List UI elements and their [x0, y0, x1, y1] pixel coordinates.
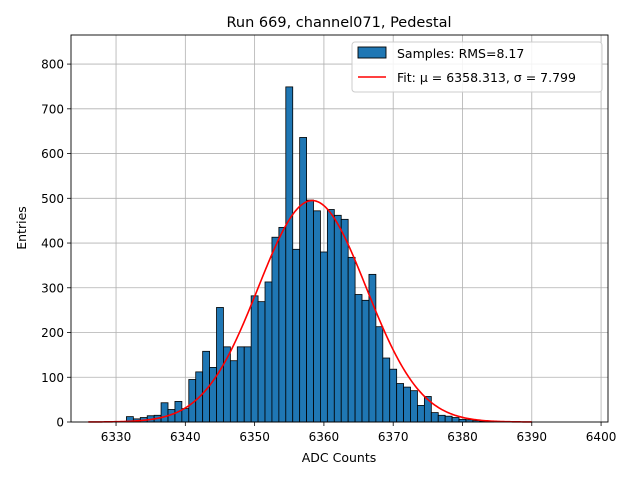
histogram-bar — [431, 413, 438, 422]
y-tick-label: 200 — [41, 326, 64, 340]
x-tick-label: 6380 — [447, 430, 478, 444]
y-tick-label: 0 — [56, 416, 64, 430]
x-tick-label: 6360 — [309, 430, 340, 444]
y-tick-label: 500 — [41, 192, 64, 206]
histogram-bar — [452, 418, 459, 422]
chart-title: Run 669, channel071, Pedestal — [226, 15, 451, 31]
histogram-bar — [230, 361, 237, 422]
histogram-bar — [258, 302, 265, 422]
x-tick-label: 6350 — [239, 430, 270, 444]
histogram-bar — [314, 211, 321, 422]
y-tick-label: 800 — [41, 58, 64, 72]
x-tick-label: 6330 — [101, 430, 132, 444]
histogram-bar — [237, 347, 244, 422]
histogram-bar — [376, 327, 383, 422]
x-tick-label: 6390 — [517, 430, 548, 444]
histogram-bar — [272, 237, 279, 422]
histogram-bar — [217, 307, 224, 422]
histogram-bar — [251, 296, 258, 422]
histogram-bar — [383, 358, 390, 422]
histogram-bar — [341, 219, 348, 422]
histogram-bar — [404, 387, 411, 422]
legend-histogram-label: Samples: RMS=8.17 — [397, 46, 524, 61]
histogram-bar — [411, 391, 418, 422]
histogram-bar — [161, 403, 168, 422]
histogram-bar — [265, 282, 272, 422]
histogram-bar — [307, 200, 314, 422]
histogram-bar — [244, 347, 251, 422]
histogram-bar — [362, 300, 369, 422]
y-tick-label: 600 — [41, 147, 64, 161]
histogram-bar — [445, 416, 452, 422]
histogram-bar — [334, 215, 341, 422]
x-tick-label: 6400 — [586, 430, 617, 444]
histogram-bar — [355, 294, 362, 422]
legend: Samples: RMS=8.17 Fit: μ = 6358.313, σ =… — [352, 42, 602, 92]
x-tick-label: 6370 — [378, 430, 409, 444]
y-tick-label: 400 — [41, 237, 64, 251]
histogram-bar — [279, 227, 286, 422]
histogram-bar — [327, 209, 334, 422]
y-tick-label: 100 — [41, 371, 64, 385]
histogram-bar — [182, 409, 189, 422]
histogram-bar — [438, 415, 445, 422]
x-tick-label: 6340 — [170, 430, 201, 444]
legend-histogram-swatch — [358, 47, 386, 58]
y-tick-label: 700 — [41, 102, 64, 116]
y-axis-label: Entries — [14, 206, 29, 250]
histogram-bar — [293, 249, 300, 422]
histogram-bar — [320, 252, 327, 422]
histogram-bar — [390, 369, 397, 422]
x-axis-label: ADC Counts — [302, 450, 377, 465]
histogram-bar — [417, 405, 424, 422]
histogram-bar — [397, 384, 404, 422]
histogram-bar — [348, 257, 355, 422]
y-tick-label: 300 — [41, 281, 64, 295]
histogram-bar — [286, 87, 293, 422]
histogram-bar — [210, 367, 217, 422]
histogram-bar — [300, 137, 307, 422]
legend-fit-label: Fit: μ = 6358.313, σ = 7.799 — [397, 70, 576, 85]
